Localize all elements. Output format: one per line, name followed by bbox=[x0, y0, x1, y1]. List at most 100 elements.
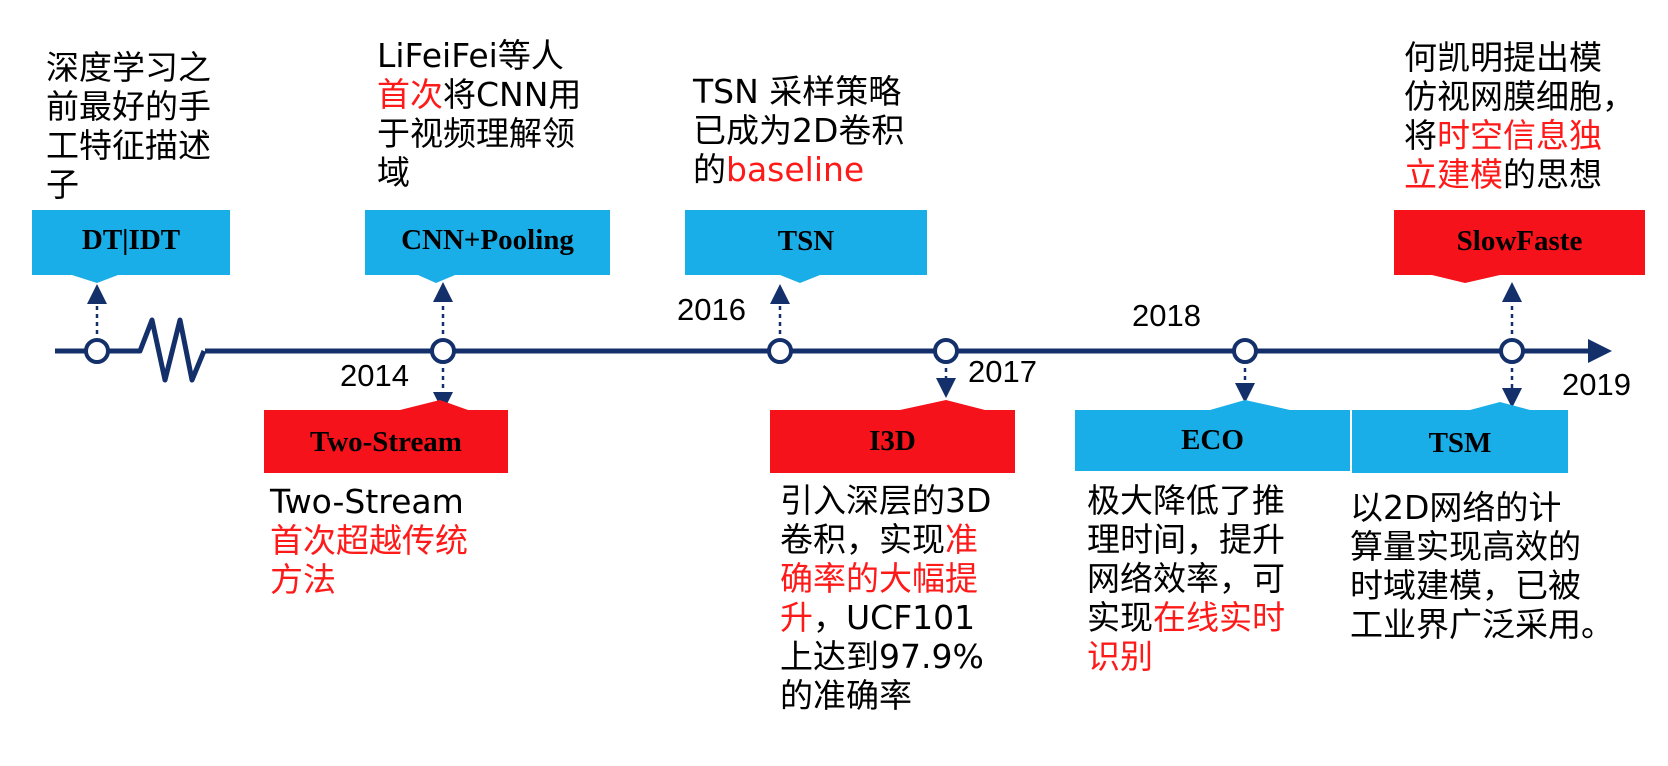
desc-highlight: 首次超越传统 bbox=[270, 521, 468, 560]
desc-line: 以2D网络的计 bbox=[1350, 488, 1614, 527]
label-tsn: TSN bbox=[777, 224, 835, 257]
desc-line: 子 bbox=[46, 165, 211, 204]
timeline-node bbox=[933, 338, 959, 364]
timeline-node bbox=[1232, 338, 1258, 364]
desc-line: 已成为2D卷积 bbox=[693, 111, 904, 150]
desc-text: 已成为2D卷积 bbox=[693, 111, 905, 150]
desc-text: 域 bbox=[377, 153, 410, 192]
desc-tsm: 以2D网络的计 算量实现高效的 时域建模，已被 工业界广泛采用。 bbox=[1350, 488, 1614, 644]
label-dt-idt: DT|IDT bbox=[81, 223, 181, 256]
desc-eco: 极大降低了推 理时间，提升 网络效率，可 实现在线实时 识别 bbox=[1087, 481, 1285, 676]
desc-text: 算量实现高效的 bbox=[1350, 527, 1581, 566]
desc-highlight: 识别 bbox=[1087, 637, 1153, 676]
desc-highlight: 确率的大幅提 bbox=[780, 559, 978, 598]
desc-line: 确率的大幅提 bbox=[780, 559, 991, 598]
desc-line: 上达到97.9% bbox=[780, 637, 991, 676]
desc-highlight: 升 bbox=[780, 598, 813, 637]
desc-line: 的准确率 bbox=[780, 676, 991, 715]
desc-line: 工特征描述 bbox=[46, 126, 211, 165]
desc-text: 的思想 bbox=[1503, 155, 1602, 194]
desc-text: Two-Stream bbox=[270, 482, 464, 521]
desc-text: LiFeiFei等人 bbox=[377, 36, 564, 75]
desc-text: 引入深层的3D bbox=[780, 481, 992, 520]
year-2014: 2014 bbox=[340, 358, 409, 393]
desc-text: 子 bbox=[46, 165, 79, 204]
label-tsm: TSM bbox=[1428, 426, 1492, 459]
desc-line: 首次超越传统 bbox=[270, 521, 468, 560]
desc-text: 卷积，实现 bbox=[780, 520, 945, 559]
desc-line: 识别 bbox=[1087, 637, 1285, 676]
desc-text: 仿视网膜细胞， bbox=[1404, 77, 1635, 116]
box-tsm bbox=[1352, 402, 1568, 473]
desc-line: 极大降低了推 bbox=[1087, 481, 1285, 520]
timeline-node bbox=[767, 338, 793, 364]
desc-text: 工特征描述 bbox=[46, 126, 211, 165]
desc-text: 时域建模，已被 bbox=[1350, 566, 1581, 605]
label-eco: ECO bbox=[1181, 423, 1244, 456]
desc-text: 何凯明提出模 bbox=[1404, 38, 1602, 77]
year-2017: 2017 bbox=[968, 354, 1037, 389]
desc-highlight: 立建模 bbox=[1404, 155, 1503, 194]
desc-highlight: 方法 bbox=[270, 560, 336, 599]
desc-line: 立建模的思想 bbox=[1404, 155, 1635, 194]
desc-highlight: 在线实时 bbox=[1153, 598, 1285, 637]
desc-line: 升，UCF101 bbox=[780, 598, 991, 637]
desc-text: 前最好的手 bbox=[46, 87, 211, 126]
timeline-arrowhead bbox=[1588, 339, 1612, 363]
desc-line: 实现在线实时 bbox=[1087, 598, 1285, 637]
desc-text: 上达到97.9% bbox=[780, 637, 984, 676]
box-slowfast bbox=[1394, 210, 1645, 283]
desc-text: ，UCF101 bbox=[813, 598, 976, 637]
desc-line: Two-Stream bbox=[270, 482, 468, 521]
desc-text: 的准确率 bbox=[780, 676, 912, 715]
desc-line: 引入深层的3D bbox=[780, 481, 991, 520]
desc-text: 极大降低了推 bbox=[1087, 481, 1285, 520]
desc-tsn: TSN 采样策略 已成为2D卷积 的baseline bbox=[693, 72, 904, 189]
box-i3d bbox=[770, 400, 1015, 473]
year-2019: 2019 bbox=[1562, 367, 1631, 402]
label-two-stream: Two-Stream bbox=[310, 425, 462, 458]
desc-text: 网络效率，可 bbox=[1087, 559, 1285, 598]
desc-line: LiFeiFei等人 bbox=[377, 36, 581, 75]
desc-text: 将CNN用 bbox=[443, 75, 582, 114]
desc-two-stream: Two-Stream 首次超越传统 方法 bbox=[270, 482, 468, 599]
desc-line: 时域建模，已被 bbox=[1350, 566, 1614, 605]
desc-cnn-pooling: LiFeiFei等人 首次将CNN用 于视频理解领域 bbox=[377, 36, 581, 192]
desc-text: 实现 bbox=[1087, 598, 1153, 637]
desc-dt-idt: 深度学习之 前最好的手 工特征描述子 bbox=[46, 48, 211, 204]
desc-text: 理时间，提升 bbox=[1087, 520, 1285, 559]
desc-line: 深度学习之 bbox=[46, 48, 211, 87]
desc-highlight: baseline bbox=[726, 150, 865, 189]
box-cnn-pooling bbox=[365, 210, 610, 283]
timeline-node bbox=[84, 338, 110, 364]
desc-i3d: 引入深层的3D 卷积，实现准 确率的大幅提 升，UCF101 上达到97.9% 的准确率 bbox=[780, 481, 991, 715]
desc-line: 理时间，提升 bbox=[1087, 520, 1285, 559]
desc-line: 仿视网膜细胞， bbox=[1404, 77, 1635, 116]
desc-line: 前最好的手 bbox=[46, 87, 211, 126]
desc-text: TSN 采样策略 bbox=[693, 72, 902, 111]
desc-line: 的baseline bbox=[693, 150, 904, 189]
desc-slowfast: 何凯明提出模 仿视网膜细胞， 将时空信息独 立建模的思想 bbox=[1404, 38, 1635, 194]
desc-highlight: 时空信息独 bbox=[1437, 116, 1602, 155]
label-slowfast: SlowFaste bbox=[1456, 224, 1583, 257]
desc-line: 卷积，实现准 bbox=[780, 520, 991, 559]
timeline-node bbox=[430, 338, 456, 364]
desc-line: 于视频理解领 bbox=[377, 114, 581, 153]
desc-text: 于视频理解领 bbox=[377, 114, 575, 153]
desc-line: 域 bbox=[377, 153, 581, 192]
desc-line: 首次将CNN用 bbox=[377, 75, 581, 114]
timeline-node bbox=[1499, 338, 1525, 364]
desc-line: 工业界广泛采用。 bbox=[1350, 605, 1614, 644]
label-i3d: I3D bbox=[869, 424, 916, 457]
desc-text: 以2D网络的计 bbox=[1350, 488, 1562, 527]
desc-text: 工业界广泛采用。 bbox=[1350, 605, 1614, 644]
desc-text: 将 bbox=[1404, 116, 1437, 155]
box-tsn bbox=[685, 210, 927, 283]
box-dt-idt bbox=[32, 210, 230, 283]
timeline-break-zigzag bbox=[125, 317, 207, 383]
desc-line: 何凯明提出模 bbox=[1404, 38, 1635, 77]
year-2018: 2018 bbox=[1132, 298, 1201, 333]
desc-line: 网络效率，可 bbox=[1087, 559, 1285, 598]
label-cnn-pooling: CNN+Pooling bbox=[401, 223, 574, 256]
